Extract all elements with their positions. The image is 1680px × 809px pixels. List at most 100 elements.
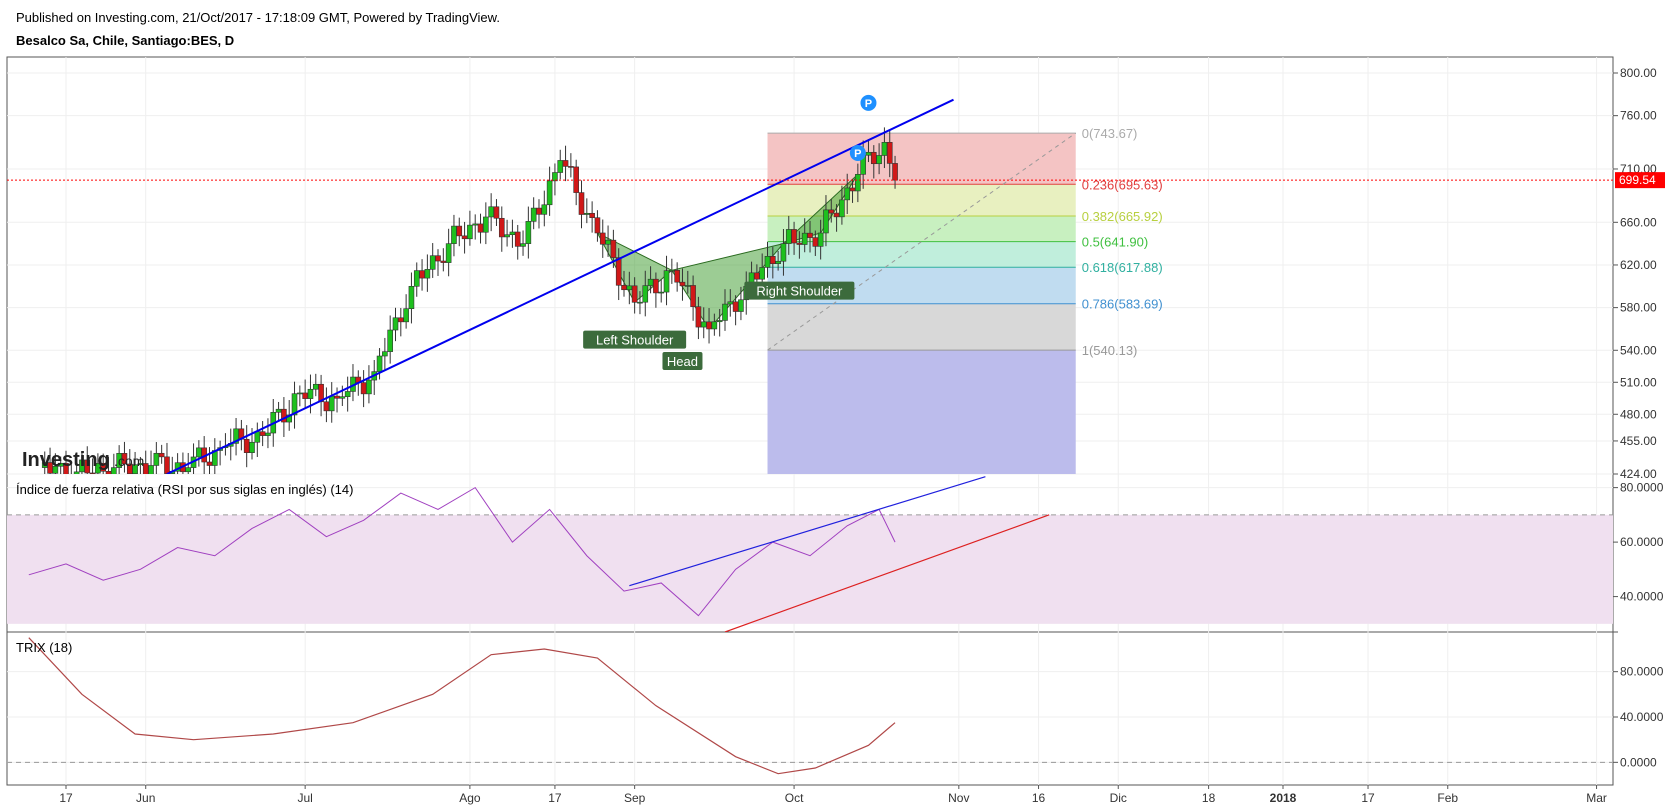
- y-tick-label: 40.0000: [1620, 710, 1664, 724]
- candle-body: [764, 256, 771, 268]
- candle-body: [738, 299, 744, 312]
- investing-logo-suffix: .com: [114, 453, 144, 469]
- candle-body: [291, 393, 298, 416]
- candle-body: [121, 453, 128, 465]
- candle-body: [626, 285, 633, 291]
- y-tick-label: 480.00: [1620, 407, 1657, 421]
- candle-body: [360, 382, 367, 395]
- x-tick-label: Ago: [459, 791, 481, 805]
- symbol-title: Besalco Sa, Chile, Santiago:BES, D: [16, 33, 235, 48]
- candle-body: [243, 438, 250, 453]
- chart-frame: [6, 56, 1614, 786]
- candle-body: [312, 383, 319, 390]
- candle-body: [84, 459, 91, 474]
- candle-body: [142, 463, 149, 474]
- candle-body: [498, 217, 505, 238]
- candle-body: [456, 225, 463, 237]
- fib-zone: [767, 350, 1076, 474]
- candle-body: [610, 239, 617, 258]
- fib-zone: [767, 133, 1076, 185]
- candle-body: [382, 351, 388, 357]
- fib-zone: [767, 184, 1076, 216]
- candle-body: [844, 187, 851, 201]
- fib-level-label: 0.382(665.92): [1082, 209, 1163, 224]
- candle-body: [892, 163, 898, 181]
- fib-diagonal: [767, 132, 1077, 351]
- candle-body: [621, 284, 627, 291]
- y-tick-label: 0.0000: [1620, 755, 1657, 769]
- candle-body: [727, 301, 734, 305]
- y-tick-label: 455.00: [1620, 434, 1657, 448]
- pattern-label: Right Shoulder: [756, 284, 843, 299]
- candle-body: [520, 243, 526, 247]
- candle-body: [514, 231, 521, 247]
- candle-body: [647, 278, 654, 286]
- candle-body: [695, 306, 702, 328]
- candle-body: [126, 463, 133, 474]
- candle-body: [206, 461, 213, 466]
- candle-body: [754, 272, 760, 280]
- rsi-trendline: [629, 476, 986, 587]
- candle-body: [132, 464, 138, 474]
- candle-body: [392, 317, 399, 331]
- candle-body: [472, 223, 479, 226]
- candle-body: [408, 285, 415, 310]
- candle-body: [684, 285, 691, 287]
- candle-body: [398, 317, 404, 323]
- candle-body: [281, 408, 287, 423]
- last-price-tag: [1615, 172, 1665, 189]
- fib-level-label: 0.618(617.88): [1082, 260, 1163, 275]
- candle-body: [817, 232, 824, 247]
- candle-body: [759, 267, 765, 280]
- candle-body: [323, 401, 330, 412]
- candle-body: [796, 242, 803, 245]
- x-tick-label: 18: [1202, 791, 1216, 805]
- y-tick-label: 580.00: [1620, 301, 1657, 315]
- candle-body: [89, 472, 96, 474]
- candle-body: [881, 142, 888, 156]
- candle-body: [584, 212, 590, 215]
- candle-body: [265, 432, 271, 436]
- candle-body: [525, 221, 532, 244]
- x-tick-label: 16: [1032, 791, 1046, 805]
- rsi-title: Índice de fuerza relativa (RSI por sus s…: [16, 482, 353, 497]
- y-tick-label: 40.0000: [1620, 590, 1664, 604]
- candle-body: [711, 321, 718, 330]
- candle-body: [833, 212, 840, 218]
- candle-body: [413, 270, 420, 287]
- candle-body: [663, 270, 670, 293]
- candle-body: [557, 160, 564, 173]
- candle-body: [445, 243, 452, 263]
- chart-header: Published on Investing.com, 21/Oct/2017 …: [16, 8, 1016, 54]
- candle-body: [297, 392, 303, 395]
- candle-body: [366, 379, 372, 395]
- candle-body: [318, 383, 324, 403]
- candle-body: [254, 431, 261, 443]
- candle-body: [562, 160, 569, 167]
- candle-body: [328, 395, 335, 412]
- fib-level-label: 0(743.67): [1082, 126, 1138, 141]
- candle-body: [111, 467, 117, 474]
- fib-zone: [767, 303, 1076, 351]
- candle-body: [334, 395, 340, 399]
- candle-body: [79, 459, 85, 473]
- y-tick-label: 800.00: [1620, 66, 1657, 80]
- candle-body: [387, 329, 393, 352]
- x-tick-label: 2018: [1270, 791, 1297, 805]
- candle-body: [690, 285, 696, 307]
- x-tick-label: Jun: [136, 791, 155, 805]
- rsi-band: [7, 514, 1613, 624]
- last-price-label: 699.54: [1619, 173, 1656, 187]
- candle-body: [419, 270, 425, 279]
- candle-body: [63, 462, 69, 474]
- candle-body: [642, 285, 649, 303]
- y-tick-label: 60.0000: [1620, 535, 1664, 549]
- candle-body: [855, 174, 861, 192]
- published-line: Published on Investing.com, 21/Oct/2017 …: [16, 10, 500, 25]
- candle-body: [376, 355, 383, 372]
- candle-body: [509, 231, 516, 236]
- x-tick-label: Dic: [1110, 791, 1127, 805]
- candle-body: [876, 155, 882, 165]
- fib-level-label: 0.5(641.90): [1082, 235, 1149, 250]
